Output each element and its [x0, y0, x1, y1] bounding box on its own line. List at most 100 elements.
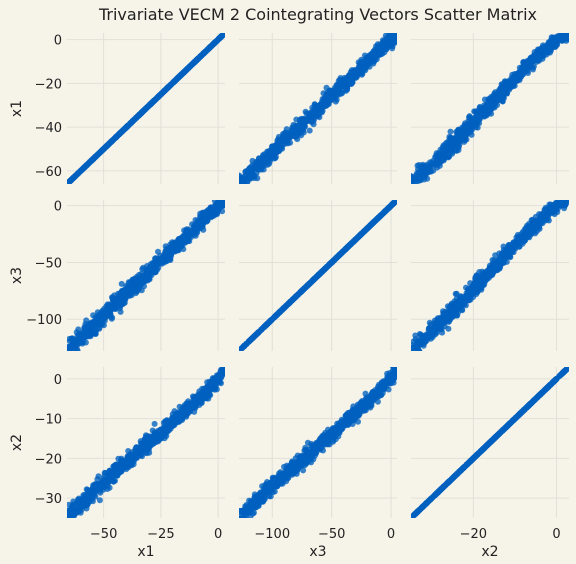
data-point — [521, 60, 528, 67]
data-point — [500, 94, 507, 100]
data-point — [211, 207, 218, 214]
data-point — [174, 244, 181, 251]
data-point — [183, 235, 190, 242]
data-point — [292, 124, 299, 130]
data-point — [302, 117, 309, 124]
data-point — [413, 184, 419, 190]
data-point — [455, 143, 462, 150]
data-point — [68, 176, 75, 183]
data-point — [511, 73, 518, 80]
chart-title: Trivariate VECM 2 Cointegrating Vectors … — [98, 5, 537, 24]
data-point — [207, 43, 214, 50]
y-tick-label: −60 — [35, 165, 62, 180]
data-point — [216, 205, 223, 212]
data-point — [216, 35, 223, 42]
data-point — [239, 180, 240, 184]
points-x1-vs-x2 — [411, 33, 569, 190]
data-point — [98, 321, 105, 328]
data-point — [101, 145, 108, 152]
data-point — [293, 116, 300, 123]
data-point — [419, 164, 425, 171]
data-point — [340, 77, 347, 84]
data-point — [82, 323, 89, 330]
data-point — [298, 288, 304, 295]
data-point — [347, 76, 354, 82]
data-point — [467, 129, 474, 135]
data-point — [445, 154, 452, 161]
panel-x1-vs-x1: 0−20−40−60 — [35, 33, 225, 184]
data-point — [243, 340, 250, 347]
data-point — [304, 283, 310, 289]
y-tick-label: 0 — [54, 200, 62, 215]
data-point — [489, 104, 495, 111]
data-point — [419, 169, 426, 176]
data-point — [537, 46, 544, 53]
data-point — [566, 33, 569, 34]
data-point — [379, 46, 386, 53]
data-point — [371, 58, 378, 65]
data-point — [529, 56, 536, 63]
panel-x3-vs-x3 — [239, 200, 397, 351]
data-point — [89, 156, 96, 163]
data-point — [314, 104, 321, 111]
data-point — [274, 311, 281, 318]
data-point — [551, 38, 558, 45]
data-point — [411, 352, 417, 358]
data-point — [246, 171, 253, 178]
data-point — [540, 53, 547, 59]
data-point — [239, 176, 245, 183]
data-point — [306, 127, 313, 134]
data-point — [187, 62, 194, 69]
data-point — [108, 307, 114, 314]
data-point — [58, 347, 64, 353]
data-point — [334, 253, 341, 260]
data-point — [534, 54, 541, 61]
data-point — [446, 139, 452, 146]
data-point — [239, 176, 240, 180]
points-x3-vs-x2 — [408, 200, 569, 359]
data-point — [191, 227, 198, 234]
data-point — [323, 84, 330, 91]
data-point — [347, 69, 354, 76]
data-point — [103, 303, 110, 310]
data-point — [74, 332, 81, 339]
data-point — [543, 48, 550, 55]
data-point — [342, 87, 349, 94]
data-point — [175, 239, 181, 246]
data-point — [319, 107, 326, 114]
panel-x1-vs-x3 — [239, 33, 397, 184]
data-point — [256, 155, 262, 162]
data-point — [180, 246, 187, 253]
data-point — [221, 33, 225, 37]
data-point — [408, 353, 414, 359]
data-point — [382, 33, 389, 39]
data-point — [440, 149, 447, 156]
data-point — [341, 82, 347, 89]
data-point — [163, 247, 170, 254]
data-point — [255, 329, 261, 336]
data-point — [261, 324, 267, 331]
data-point — [255, 162, 262, 169]
panel-x3-vs-x2 — [408, 200, 569, 359]
data-point — [173, 76, 180, 83]
data-point — [82, 332, 89, 338]
data-point — [94, 320, 101, 327]
data-point — [196, 220, 203, 227]
data-point — [452, 136, 459, 143]
data-point — [280, 305, 287, 312]
data-point — [316, 270, 323, 277]
data-point — [165, 84, 172, 91]
data-point — [411, 350, 415, 351]
data-point — [436, 151, 442, 158]
data-point — [372, 218, 378, 225]
data-point — [169, 241, 176, 248]
data-point — [393, 33, 397, 34]
data-point — [286, 299, 293, 306]
data-point — [556, 37, 563, 44]
data-point — [196, 225, 203, 232]
panel-x3-vs-x1: 0−50−100 — [26, 200, 225, 353]
data-point — [275, 139, 282, 146]
data-point — [262, 157, 269, 164]
data-point — [382, 208, 389, 215]
data-point — [373, 51, 380, 58]
